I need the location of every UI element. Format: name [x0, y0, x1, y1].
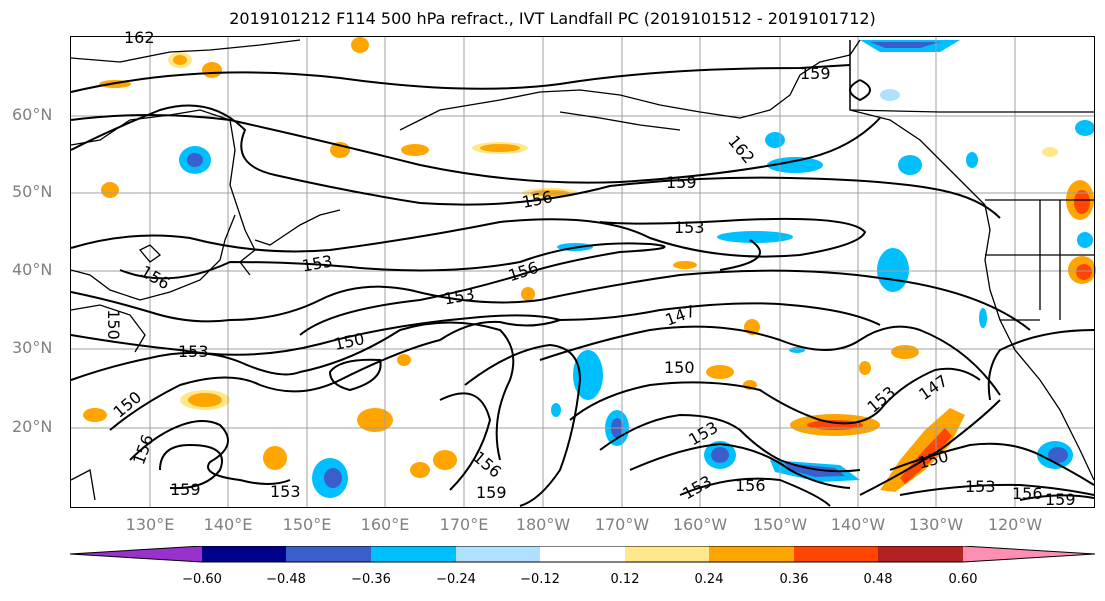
- lon-label: 140°W: [830, 515, 886, 534]
- colorbar-tick: 0.36: [779, 572, 809, 587]
- colorbar-segment: [456, 546, 540, 562]
- colorbar-segment: [709, 546, 794, 562]
- colorbar-outline: [70, 546, 1095, 563]
- colorbar-segment: [371, 546, 456, 562]
- coastlines: [70, 39, 1095, 501]
- lon-label: 160°E: [360, 515, 410, 534]
- contour-label: 159: [800, 64, 831, 83]
- contour-label: 150: [664, 358, 695, 377]
- colorbar-tick: 0.60: [948, 572, 978, 587]
- contour-label: 156: [1012, 484, 1043, 503]
- contour-label: 159: [1045, 490, 1076, 509]
- lon-label: 160°W: [672, 515, 728, 534]
- colorbar-tick: −0.48: [266, 572, 306, 587]
- contour-lines: [70, 64, 1095, 507]
- colorbar-tick: 0.12: [610, 572, 640, 587]
- colorbar-segment: [963, 546, 1095, 562]
- contour-label: 156: [735, 476, 766, 495]
- colorbar-tick: −0.60: [182, 572, 222, 587]
- colorbar-segment: [286, 546, 371, 562]
- contour-label: 159: [170, 480, 201, 499]
- lat-label-20n: 20°N: [12, 417, 53, 436]
- contour-label: 159: [666, 173, 697, 192]
- lat-label-50n: 50°N: [12, 182, 53, 201]
- colorbar-segment: [70, 546, 202, 562]
- colorbar-segment: [794, 546, 878, 562]
- contour-label: 153: [965, 477, 996, 496]
- contour-label: 162: [124, 28, 155, 47]
- colorbar-segments: [70, 546, 1095, 563]
- lat-label-40n: 40°N: [12, 260, 53, 279]
- lon-label: 150°W: [752, 515, 808, 534]
- contour-label: 153: [178, 342, 209, 361]
- colorbar-segment: [202, 546, 286, 562]
- colorbar-tick: −0.36: [351, 572, 391, 587]
- lon-label: 150°E: [282, 515, 332, 534]
- lon-label: 170°W: [594, 515, 650, 534]
- lat-label-60n: 60°N: [12, 105, 53, 124]
- contour-label: 159: [476, 483, 507, 502]
- colorbar-tick: −0.12: [520, 572, 560, 587]
- colorbar-tick: −0.24: [436, 572, 476, 587]
- colorbar-segment: [625, 546, 709, 562]
- contour-label: 153: [270, 482, 301, 501]
- lon-label: 120°W: [987, 515, 1043, 534]
- lon-label: 130°W: [908, 515, 964, 534]
- lon-label: 130°E: [125, 515, 175, 534]
- lon-label: 180°W: [515, 515, 571, 534]
- lon-label: 170°E: [439, 515, 489, 534]
- colorbar-tick: 0.24: [694, 572, 724, 587]
- contour-label: 153: [674, 218, 705, 237]
- colorbar-segment: [878, 546, 963, 562]
- lon-label: 140°E: [203, 515, 253, 534]
- lat-label-30n: 30°N: [12, 338, 53, 357]
- colorbar: [70, 546, 1095, 563]
- map-title: 2019101212 F114 500 hPa refract., IVT La…: [229, 9, 876, 28]
- colorbar-tick: 0.48: [863, 572, 893, 587]
- map-frame: [70, 36, 1095, 508]
- colorbar-segment: [540, 546, 625, 562]
